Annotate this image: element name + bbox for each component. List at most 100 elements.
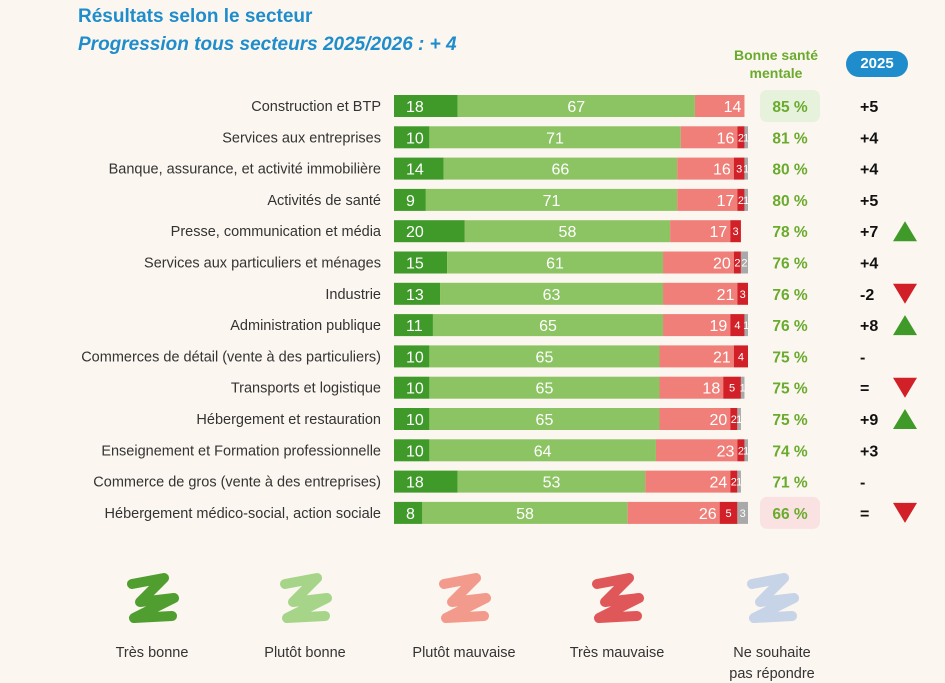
chart-row: Industrie 13 63 21 3 76 % -2 (325, 282, 917, 305)
trend-down-icon (893, 283, 917, 304)
bar-value-label: 20 (710, 412, 728, 429)
category-label: Enseignement et Formation professionnell… (101, 443, 381, 459)
bar-value-label: 23 (717, 443, 735, 460)
bar-segment (429, 126, 681, 149)
bar-value-label: 2 (738, 132, 744, 144)
bar-value-label: 2 (738, 195, 744, 207)
evolution-value: +5 (860, 99, 878, 116)
chart-row: Banque, assurance, et activité immobiliè… (109, 157, 878, 180)
bar-value-label: 67 (567, 99, 585, 116)
bar-segment (663, 282, 738, 305)
good-health-value: 80 % (772, 162, 808, 179)
bar-value-label: 10 (406, 349, 424, 366)
good-health-value: 80 % (772, 193, 808, 210)
bar-value-label: 4 (734, 320, 740, 332)
good-health-header: Bonne santé mentale (733, 47, 818, 81)
highlight-box (760, 496, 820, 529)
category-label: Hébergement et restauration (196, 412, 381, 428)
bar-segment (659, 345, 734, 368)
bar-value-label: 10 (406, 381, 424, 398)
evolution-value: -2 (860, 287, 874, 304)
bar-value-label: 1 (743, 132, 749, 144)
bar-value-label: 20 (406, 224, 424, 241)
category-label: Administration publique (230, 318, 381, 334)
bar-value-label: 1 (743, 320, 749, 332)
evolution-value: +4 (860, 256, 878, 273)
bar-value-label: 58 (559, 224, 577, 241)
chart-row: Construction et BTP 18 67 14 85 % +5 (251, 90, 878, 122)
evolution-value: = (860, 381, 869, 398)
bar-segment (394, 376, 430, 399)
bar-value-label: 3 (733, 226, 739, 238)
bar-segment (394, 345, 430, 368)
bar-value-label: 18 (406, 99, 424, 116)
category-label: Transports et logistique (231, 381, 381, 397)
bar-value-label: 14 (406, 162, 424, 179)
bar-value-label: 65 (536, 412, 554, 429)
trend-up-icon (893, 409, 917, 429)
bar-value-label: 13 (406, 287, 424, 304)
bar-segment (394, 126, 430, 149)
evolution-value: = (860, 506, 869, 523)
bar-value-label: 61 (546, 256, 564, 273)
good-health-value: 75 % (772, 349, 808, 366)
bar-segment (440, 282, 664, 305)
legend-label: pas répondre (729, 666, 814, 682)
bar-segment (457, 95, 695, 117)
trend-up-icon (893, 315, 917, 336)
legend-swatch-icon (127, 573, 179, 623)
bar-segment (737, 501, 748, 524)
chart-row: Enseignement et Formation professionnell… (101, 439, 878, 462)
legend-item: Plutôt mauvaise (412, 573, 516, 661)
bar-segment (425, 188, 678, 211)
chart-row: Services aux entreprises 10 71 16 2 1 81 % +4 (222, 126, 878, 149)
evolution-value: - (860, 475, 865, 492)
bar-segment (422, 501, 628, 524)
bar-segment (733, 345, 748, 368)
bar-segment (443, 157, 678, 180)
evolution-value: +3 (860, 443, 878, 460)
legend-item: Très bonne (116, 573, 188, 661)
bar-value-label: 4 (738, 351, 744, 363)
bar-value-label: 66 (551, 162, 569, 179)
category-label: Presse, communication et média (171, 224, 382, 240)
bar-segment (432, 314, 664, 337)
evolution-value: +8 (860, 318, 878, 335)
evolution-value: - (860, 349, 865, 366)
bar-value-label: 17 (710, 224, 728, 241)
bar-value-label: 64 (534, 443, 552, 460)
bar-value-label: 58 (516, 506, 534, 523)
bar-segment (394, 251, 448, 274)
bar-segment (394, 408, 430, 430)
bar-value-label: 1 (740, 383, 746, 395)
bar-segment (394, 188, 426, 211)
bar-value-label: 1 (736, 477, 742, 489)
bar-segment (394, 501, 423, 524)
chart-title: Résultats selon le secteur (78, 6, 313, 27)
bar-segment (429, 345, 660, 368)
bar-value-label: 10 (406, 412, 424, 429)
good-health-value: 76 % (772, 287, 808, 304)
bar-value-label: 3 (740, 289, 746, 301)
bar-segment (394, 157, 444, 180)
good-health-value: 85 % (772, 99, 808, 116)
chart-row: Transports et logistique 10 65 18 5 1 75 % = (231, 376, 917, 399)
bar-value-label: 3 (736, 164, 742, 176)
bar-segment (659, 408, 731, 430)
bar-segment (730, 314, 745, 337)
bar-value-label: 10 (406, 130, 424, 147)
bar-value-label: 18 (702, 381, 720, 398)
evolution-value: +7 (860, 224, 878, 241)
bar-value-label: 5 (725, 508, 731, 520)
bar-segment (733, 251, 741, 274)
bar-segment (655, 439, 738, 462)
bar-segment (744, 439, 748, 462)
bar-segment (744, 314, 748, 337)
bar-segment (744, 126, 748, 149)
chart-row: Commerces de détail (vente à des particu… (81, 345, 865, 368)
good-health-value: 71 % (772, 475, 808, 492)
bar-segment (737, 470, 741, 493)
bar-segment (394, 282, 441, 305)
bar-value-label: 2 (738, 445, 744, 457)
bar-segment (645, 470, 731, 493)
